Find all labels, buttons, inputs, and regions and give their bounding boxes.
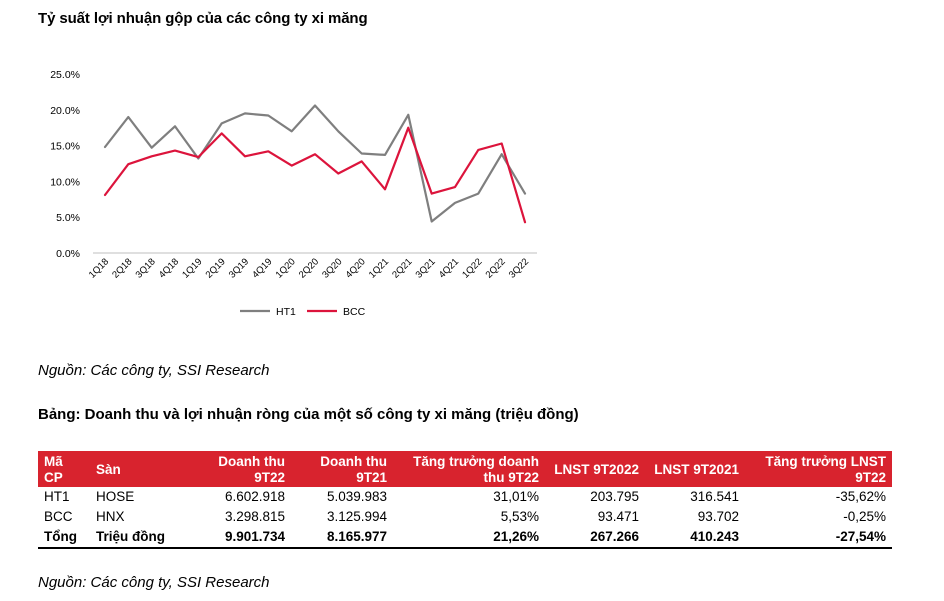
y-tick-label: 15.0% bbox=[50, 141, 80, 153]
header-tt-doanh-thu: Tăng trưởng doanh thu 9T22 bbox=[393, 451, 545, 487]
cell-tt-dt: 5,53% bbox=[500, 509, 539, 524]
header-tt-lnst-line2: 9T22 bbox=[855, 469, 886, 485]
header-dt-9t22-line2: 9T22 bbox=[254, 469, 285, 485]
header-tt-dt-line1: Tăng trưởng doanh bbox=[413, 453, 539, 469]
cell-lnst-9t2022: 267.266 bbox=[545, 527, 645, 549]
x-tick-label: 1Q22 bbox=[460, 256, 484, 280]
header-lnst-9t2022: LNST 9T2022 bbox=[554, 461, 639, 477]
cell-ma-cp: BCC bbox=[44, 509, 73, 524]
cell-tt-lnst: -27,54% bbox=[745, 527, 892, 549]
cell-dt-9t22: 3.298.815 bbox=[224, 509, 285, 524]
header-ma-cp: Mã CP bbox=[44, 453, 63, 485]
y-axis: 0.0% 5.0% 10.0% 15.0% 20.0% 25.0% bbox=[50, 69, 80, 260]
x-tick-label: 4Q20 bbox=[344, 256, 368, 280]
cell-san: HOSE bbox=[96, 489, 135, 504]
cell-san: HNX bbox=[96, 509, 125, 524]
x-tick-label: 2Q19 bbox=[204, 256, 228, 280]
x-tick-label: 1Q21 bbox=[367, 256, 391, 280]
chart-legend: HT1 BCC bbox=[240, 306, 366, 318]
x-tick-label: 2Q20 bbox=[297, 256, 321, 280]
line-chart: 0.0%5.0%10.0%15.0%20.0%25.0% 1Q18 2Q18 3Q1… bbox=[50, 69, 537, 318]
header-tt-lnst: Tăng trưởng LNST 9T22 bbox=[745, 451, 892, 487]
header-dt-9t21: Doanh thu 9T21 bbox=[291, 451, 393, 487]
x-tick-label: 1Q19 bbox=[180, 256, 204, 280]
chart-source-note: Nguồn: Các công ty, SSI Research bbox=[38, 362, 270, 379]
cell-lnst-9t2022: 203.795 bbox=[590, 489, 639, 504]
cell-ma-cp: Tổng bbox=[38, 527, 90, 549]
cell-tt-lnst: -0,25% bbox=[843, 509, 886, 524]
x-tick-label: 3Q22 bbox=[507, 256, 531, 280]
cell-dt-9t21: 5.039.983 bbox=[326, 489, 387, 504]
legend-label-ht1: HT1 bbox=[276, 306, 296, 318]
table-header-row: Mã CP Sàn Doanh thu 9T22 Doanh thu 9T21 Tă… bbox=[38, 451, 892, 487]
header-dt-9t21-line2: 9T21 bbox=[356, 469, 387, 485]
y-tick-label: 0.0% bbox=[56, 248, 80, 260]
x-tick-label: 3Q21 bbox=[414, 256, 438, 280]
x-tick-label: 3Q18 bbox=[134, 256, 158, 280]
series-line-bcc bbox=[103, 126, 527, 224]
x-axis: 1Q18 2Q18 3Q18 4Q18 1Q19 2Q19 3Q19 4Q19 1Q20 2Q20… bbox=[87, 252, 537, 281]
series-line-ht1 bbox=[103, 104, 527, 223]
header-dt-9t21-line1: Doanh thu bbox=[320, 453, 387, 469]
cell-lnst-9t2022: 93.471 bbox=[597, 509, 639, 524]
x-tick-label: 4Q18 bbox=[157, 256, 181, 280]
legend-label-bcc: BCC bbox=[343, 306, 366, 318]
x-tick-label: 4Q21 bbox=[437, 256, 461, 280]
chart-series bbox=[103, 104, 527, 224]
x-tick-label: 1Q20 bbox=[274, 256, 298, 280]
cell-san: Triệu đồng bbox=[90, 527, 185, 549]
table-title: Bảng: Doanh thu và lợi nhuận ròng của mộ… bbox=[38, 406, 579, 423]
chart-title: Tỷ suất lợi nhuận gộp của các công ty xi… bbox=[38, 10, 368, 27]
cell-tt-lnst: -35,62% bbox=[835, 489, 886, 504]
header-lnst-9t2021: LNST 9T2021 bbox=[654, 461, 739, 477]
x-tick-label: 3Q19 bbox=[227, 256, 251, 280]
cell-lnst-9t2021: 93.702 bbox=[697, 509, 739, 524]
header-tt-dt-line2: thu 9T22 bbox=[483, 469, 539, 485]
cell-lnst-9t2021: 316.541 bbox=[690, 489, 739, 504]
cell-tt-dt: 21,26% bbox=[393, 527, 545, 549]
x-tick-label: 3Q20 bbox=[320, 256, 344, 280]
table-row-bcc: BCC HNX 3.298.815 3.125.994 5,53% 93.471… bbox=[38, 507, 892, 527]
table-total-row: Tổng Triệu đồng 9.901.734 8.165.977 21,2… bbox=[38, 527, 892, 549]
cell-dt-9t21: 8.165.977 bbox=[291, 527, 393, 549]
y-tick-label: 5.0% bbox=[56, 212, 80, 224]
cell-lnst-9t2021: 410.243 bbox=[645, 527, 745, 549]
cell-tt-dt: 31,01% bbox=[493, 489, 539, 504]
table-source-note: Nguồn: Các công ty, SSI Research bbox=[38, 574, 270, 591]
x-tick-label: 4Q19 bbox=[250, 256, 274, 280]
x-tick-label: 2Q22 bbox=[484, 256, 508, 280]
y-tick-label: 10.0% bbox=[50, 176, 80, 188]
cell-dt-9t22: 6.602.918 bbox=[224, 489, 285, 504]
header-dt-9t22: Doanh thu 9T22 bbox=[185, 451, 291, 487]
y-tick-label: 25.0% bbox=[50, 69, 80, 81]
header-dt-9t22-line1: Doanh thu bbox=[218, 453, 285, 469]
x-tick-label: 2Q21 bbox=[390, 256, 414, 280]
cell-dt-9t21: 3.125.994 bbox=[326, 509, 387, 524]
header-san: Sàn bbox=[96, 461, 121, 477]
header-tt-lnst-line1: Tăng trưởng LNST bbox=[765, 453, 886, 469]
x-tick-label: 1Q18 bbox=[87, 256, 111, 280]
cell-dt-9t22: 9.901.734 bbox=[185, 527, 291, 549]
revenue-profit-table: Mã CP Sàn Doanh thu 9T22 Doanh thu 9T21 Tă… bbox=[38, 451, 892, 549]
y-tick-label: 20.0% bbox=[50, 105, 80, 117]
table-row-ht1: HT1 HOSE 6.602.918 5.039.983 31,01% 203.… bbox=[38, 487, 892, 507]
cell-ma-cp: HT1 bbox=[44, 489, 70, 504]
x-tick-label: 2Q18 bbox=[110, 256, 134, 280]
